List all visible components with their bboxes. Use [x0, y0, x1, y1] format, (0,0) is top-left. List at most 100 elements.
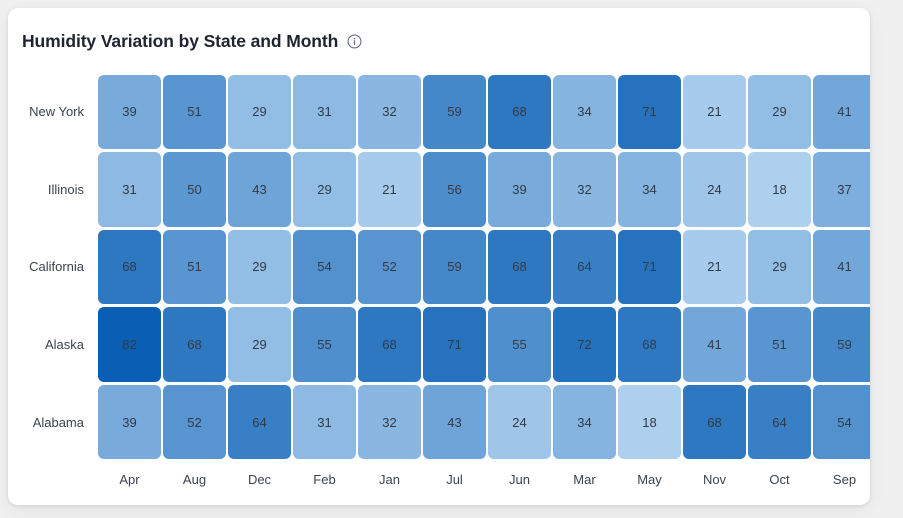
heatmap-cell[interactable]: 55 [292, 306, 357, 384]
heatmap-cell[interactable]: 68 [162, 306, 227, 384]
heatmap-cell[interactable]: 31 [292, 73, 357, 151]
heatmap-cell[interactable]: 29 [747, 73, 812, 151]
heatmap-cell[interactable]: 64 [747, 383, 812, 461]
heatmap-cell[interactable]: 43 [422, 383, 487, 461]
heatmap-cell-value: 68 [488, 74, 551, 149]
heatmap-cell-value: 29 [228, 74, 291, 149]
heatmap-cell-value: 39 [98, 384, 161, 460]
column-label: Apr [119, 472, 140, 487]
column-label: Aug [182, 472, 207, 487]
heatmap-cell[interactable]: 71 [422, 306, 487, 384]
page-title: Humidity Variation by State and Month [22, 31, 339, 51]
heatmap-cell-value: 71 [618, 74, 681, 149]
heatmap-cell[interactable]: 34 [552, 73, 617, 151]
heatmap-cell-value: 55 [293, 307, 356, 382]
heatmap-cell[interactable]: 68 [617, 306, 682, 384]
heatmap-cell[interactable]: 59 [422, 228, 487, 306]
heatmap-cell[interactable]: 51 [162, 228, 227, 306]
heatmap-cell-value: 52 [163, 384, 226, 460]
heatmap-cell[interactable]: 34 [552, 383, 617, 461]
heatmap-cell[interactable]: 51 [747, 306, 812, 384]
heatmap-cell[interactable]: 34 [617, 151, 682, 229]
heatmap-cell[interactable]: 18 [747, 151, 812, 229]
heatmap-cell[interactable]: 43 [227, 151, 292, 229]
heatmap-cell[interactable]: 39 [97, 383, 162, 461]
heatmap-cell[interactable]: 71 [617, 228, 682, 306]
heatmap-cell[interactable]: 41 [682, 306, 747, 384]
heatmap-cell[interactable]: 82 [97, 306, 162, 384]
heatmap-cell[interactable]: 32 [357, 383, 422, 461]
heatmap-cell-value: 34 [553, 74, 616, 149]
heatmap-cell[interactable]: 37 [812, 151, 870, 229]
heatmap-cell[interactable]: 29 [292, 151, 357, 229]
heatmap-cell-value: 32 [358, 384, 421, 460]
heatmap-cell[interactable]: 68 [97, 228, 162, 306]
heatmap-cell[interactable]: 31 [292, 383, 357, 461]
heatmap-cell[interactable]: 64 [227, 383, 292, 461]
heatmap-cell[interactable]: 52 [357, 228, 422, 306]
heatmap-cell-value: 32 [553, 152, 616, 227]
heatmap-card: Humidity Variation by State and Month Ne… [8, 8, 870, 505]
heatmap-cell[interactable]: 64 [552, 228, 617, 306]
heatmap-cell-value: 21 [358, 152, 421, 227]
heatmap-cell-value: 72 [553, 307, 616, 382]
heatmap-cell[interactable]: 32 [357, 73, 422, 151]
heatmap-cell-value: 43 [423, 384, 486, 460]
heatmap-cell[interactable]: 71 [617, 73, 682, 151]
heatmap-cell-value: 64 [748, 384, 811, 460]
heatmap-cell[interactable]: 32 [552, 151, 617, 229]
heatmap-cell[interactable]: 72 [552, 306, 617, 384]
heatmap-cell-value: 18 [748, 152, 811, 227]
heatmap-cell[interactable]: 29 [227, 228, 292, 306]
heatmap-cell-value: 68 [163, 307, 226, 382]
column-label: Dec [247, 472, 272, 487]
column-label: Feb [313, 472, 336, 487]
heatmap-cell[interactable]: 41 [812, 73, 870, 151]
heatmap-cell[interactable]: 51 [162, 73, 227, 151]
heatmap-cell[interactable]: 21 [682, 73, 747, 151]
heatmap-cell[interactable]: 18 [617, 383, 682, 461]
heatmap-cell[interactable]: 29 [747, 228, 812, 306]
heatmap-cell-value: 55 [488, 307, 551, 382]
heatmap-cell-value: 21 [683, 229, 746, 305]
heatmap-cell[interactable]: 68 [487, 228, 552, 306]
heatmap-cell[interactable]: 55 [487, 306, 552, 384]
heatmap-cell-value: 41 [813, 229, 870, 305]
heatmap-cell[interactable]: 56 [422, 151, 487, 229]
info-circle-icon[interactable] [347, 34, 362, 49]
heatmap-cell[interactable]: 68 [487, 73, 552, 151]
heatmap-cell[interactable]: 29 [227, 306, 292, 384]
heatmap-cell[interactable]: 41 [812, 228, 870, 306]
heatmap-cell-value: 21 [683, 74, 746, 149]
heatmap-cell[interactable]: 24 [487, 383, 552, 461]
heatmap-cell[interactable]: 68 [357, 306, 422, 384]
heatmap-cell-value: 52 [358, 229, 421, 305]
heatmap-cell[interactable]: 39 [97, 73, 162, 151]
heatmap-cell-value: 43 [228, 152, 291, 227]
heatmap-cell[interactable]: 54 [292, 228, 357, 306]
heatmap-cell-value: 68 [98, 229, 161, 305]
row-label: California [29, 259, 84, 275]
heatmap-cell[interactable]: 39 [487, 151, 552, 229]
heatmap-cell-value: 59 [813, 307, 870, 382]
heatmap-cell-value: 51 [748, 307, 811, 382]
heatmap-cell[interactable]: 31 [97, 151, 162, 229]
heatmap-cell[interactable]: 59 [812, 306, 870, 384]
heatmap-cell-value: 54 [813, 384, 870, 460]
heatmap-cell-value: 34 [618, 152, 681, 227]
heatmap-cell[interactable]: 52 [162, 383, 227, 461]
heatmap-cell-value: 29 [228, 307, 291, 382]
heatmap-cell[interactable]: 21 [682, 228, 747, 306]
heatmap-cell-value: 59 [423, 74, 486, 149]
column-label: Mar [573, 472, 596, 487]
heatmap-cell[interactable]: 29 [227, 73, 292, 151]
heatmap-cell[interactable]: 24 [682, 151, 747, 229]
heatmap-cell[interactable]: 68 [682, 383, 747, 461]
heatmap-cell[interactable]: 50 [162, 151, 227, 229]
heatmap-cell[interactable]: 54 [812, 383, 870, 461]
heatmap-cell-value: 39 [98, 74, 161, 149]
heatmap-cell[interactable]: 21 [357, 151, 422, 229]
heatmap-cell-value: 68 [358, 307, 421, 382]
heatmap-cell-value: 59 [423, 229, 486, 305]
heatmap-cell[interactable]: 59 [422, 73, 487, 151]
